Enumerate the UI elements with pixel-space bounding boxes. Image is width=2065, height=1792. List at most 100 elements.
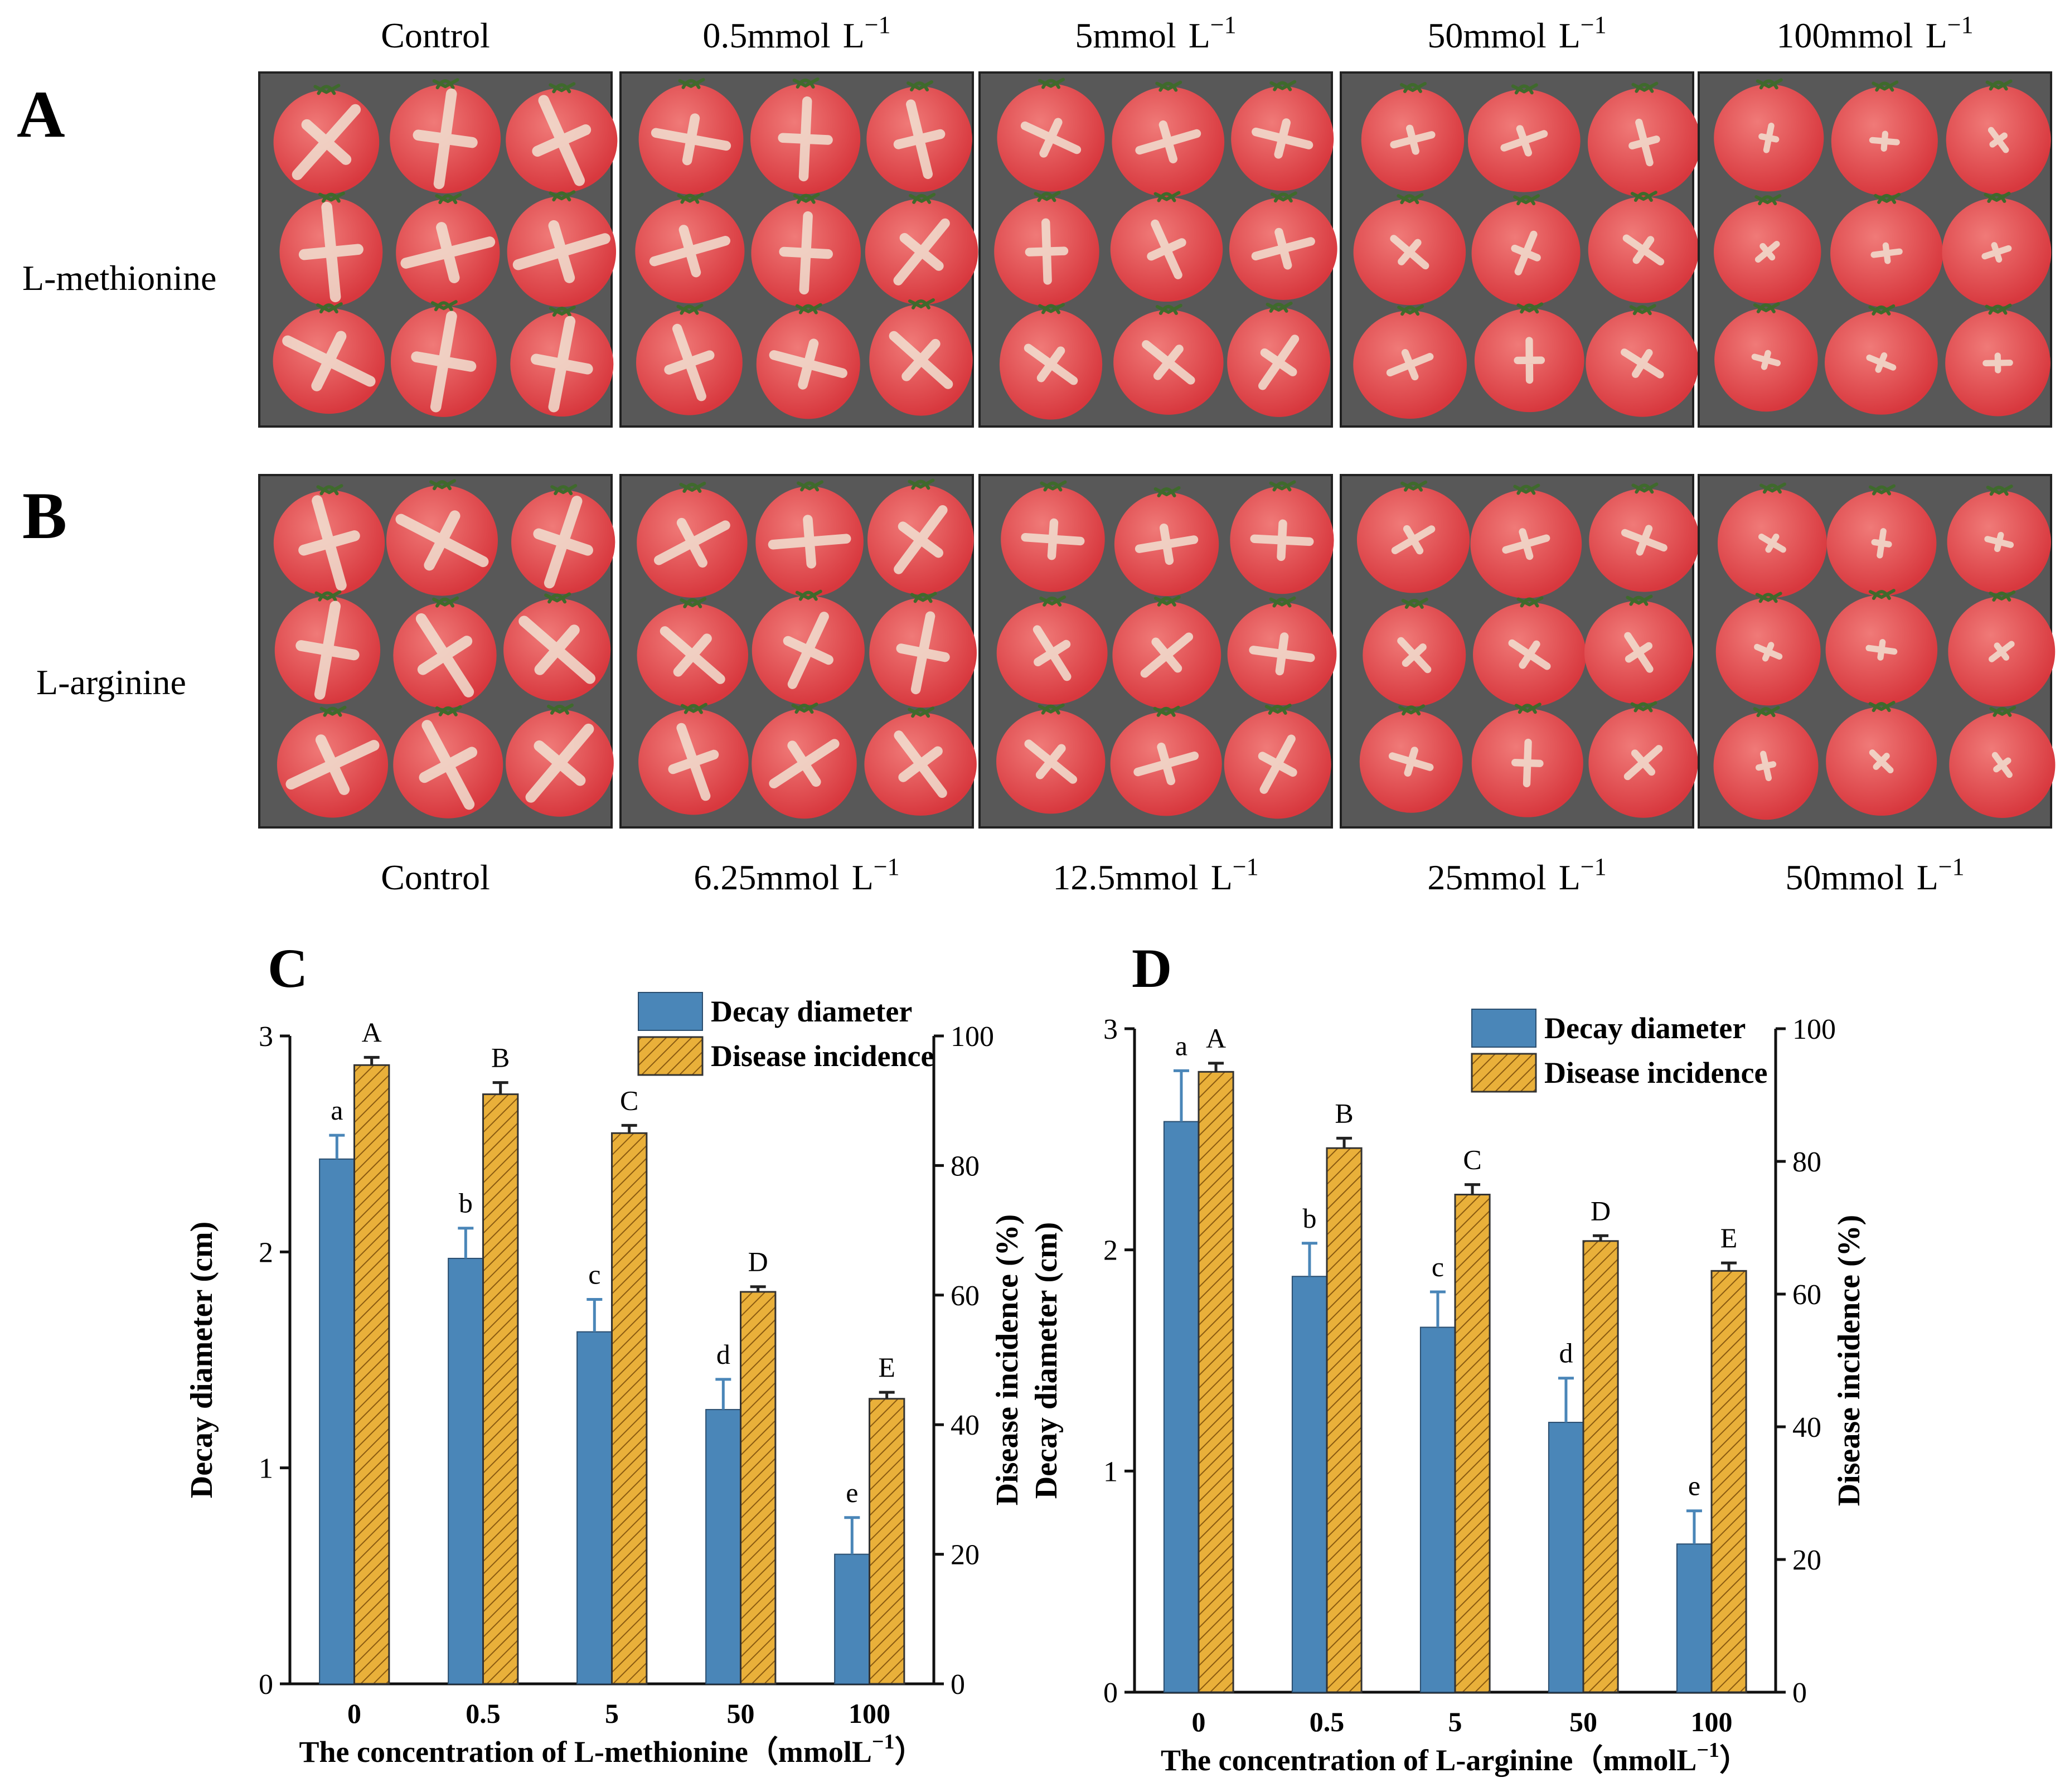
- tomato: [756, 303, 860, 419]
- bar-decay-diameter: [576, 1331, 613, 1685]
- bar-disease-incidence: [1710, 1270, 1747, 1693]
- tomato: [506, 703, 614, 817]
- stem-icon: [1040, 480, 1067, 492]
- caption-unit: L: [1926, 16, 1947, 55]
- chart-c: 0123020406080100aA0bB0.5cC5dD50eE100The …: [185, 992, 1025, 1769]
- tomato: [1588, 191, 1699, 303]
- y2-tick-label: 0: [951, 1669, 965, 1701]
- lesion-mark: [1025, 218, 1069, 285]
- lesion-mark: [1142, 340, 1195, 385]
- lesion-mark: [1140, 632, 1194, 678]
- stem-icon: [1398, 704, 1426, 716]
- y-axis-title: Decay diameter (cm): [185, 1222, 219, 1499]
- bar-disease-incidence: [353, 1064, 390, 1685]
- photo-caption: Control: [381, 858, 490, 897]
- x-tick-label: 100: [1691, 1706, 1733, 1737]
- sig-letter-decay: e: [846, 1477, 858, 1508]
- tomato: [1112, 595, 1221, 709]
- stem-icon: [678, 78, 705, 89]
- tomato: [1470, 483, 1582, 598]
- tomato: [1949, 705, 2056, 818]
- tomato: [1589, 482, 1700, 592]
- stem-icon: [1266, 301, 1293, 313]
- bar-disease-incidence: [869, 1398, 905, 1685]
- lesion-mark: [415, 613, 474, 698]
- photo-caption: 25mmol L−1: [1427, 853, 1606, 897]
- stem-icon: [313, 84, 341, 95]
- lesion-mark: [1751, 350, 1781, 370]
- lesion-mark: [769, 739, 840, 788]
- x-axis-title-close: ）: [895, 1735, 925, 1769]
- lesion-mark: [651, 113, 731, 166]
- photo-arginine-1: [619, 474, 977, 829]
- panel-label-c: C: [268, 937, 308, 999]
- sig-letter-decay: d: [1559, 1338, 1573, 1369]
- stem-icon: [791, 703, 818, 714]
- y-tick-label: 0: [1103, 1677, 1118, 1709]
- lesion-mark: [1754, 241, 1780, 263]
- x-axis-title-sup: −1: [872, 1730, 895, 1754]
- tomato: [1227, 301, 1331, 417]
- tomato: [752, 703, 857, 819]
- stem-icon: [1401, 597, 1428, 609]
- lesion-mark: [1982, 352, 2013, 374]
- x-tick-label: 5: [605, 1698, 619, 1729]
- tomato: [1110, 191, 1223, 302]
- y-tick-label: 1: [259, 1453, 273, 1485]
- lesion-mark: [395, 510, 489, 571]
- photo-arginine-4: [1698, 474, 2056, 829]
- lesion-mark: [1024, 343, 1078, 385]
- tomato: [751, 192, 861, 307]
- lesion-mark: [1988, 641, 2015, 662]
- stem-icon: [1874, 192, 1901, 204]
- stem-icon: [792, 77, 820, 89]
- caption-superscript: −1: [1947, 11, 1974, 38]
- stem-icon: [429, 479, 456, 491]
- lesion-mark: [531, 316, 593, 413]
- caption-unit: L: [843, 16, 865, 55]
- y-tick-label: 3: [259, 1021, 273, 1053]
- lesion-mark: [1758, 533, 1786, 553]
- lesion-mark: [1758, 123, 1780, 153]
- lesion-mark: [1252, 118, 1313, 159]
- tomato: [1113, 303, 1224, 415]
- lesion-mark: [1511, 230, 1541, 275]
- lesion-mark: [533, 496, 593, 589]
- lesion-mark: [298, 495, 360, 591]
- stem-icon: [435, 705, 462, 716]
- legend-swatch-decay: [1471, 1009, 1536, 1048]
- bar-decay-diameter: [1548, 1422, 1584, 1693]
- tomato: [1714, 194, 1821, 303]
- stem-icon: [1270, 191, 1297, 203]
- x-tick-label: 5: [1448, 1706, 1462, 1737]
- tomato: [869, 592, 977, 708]
- bar-disease-incidence: [1198, 1071, 1234, 1693]
- tomato: [393, 705, 503, 818]
- photo-methionine-1: [619, 71, 978, 428]
- stem-icon: [544, 592, 571, 604]
- lesion-mark: [1388, 747, 1434, 777]
- y2-tick-label: 80: [1792, 1146, 1821, 1178]
- lesion-mark: [1502, 528, 1550, 560]
- lesion-mark: [1147, 219, 1186, 279]
- tomato: [273, 84, 380, 195]
- y-axis-title: Decay diameter (cm): [1029, 1222, 1064, 1499]
- tomato: [1001, 480, 1105, 592]
- lesion-mark: [660, 626, 725, 684]
- caption-unit: L: [1559, 858, 1581, 897]
- lesion-mark: [889, 331, 953, 389]
- lesion-mark: [419, 720, 478, 810]
- stem-icon: [1516, 596, 1544, 608]
- tomato: [1227, 596, 1337, 705]
- y2-tick-label: 0: [1792, 1677, 1807, 1709]
- stem-icon: [549, 82, 576, 94]
- tomato: [1224, 703, 1331, 819]
- bar-decay-diameter: [448, 1257, 484, 1685]
- stem-icon: [680, 597, 707, 608]
- lesion-mark: [1390, 235, 1429, 270]
- sig-letter-decay: a: [331, 1094, 343, 1126]
- lesion-mark: [525, 723, 594, 803]
- sig-letter-incidence: E: [1720, 1222, 1738, 1253]
- tomato: [638, 703, 749, 815]
- stem-icon: [1754, 194, 1782, 206]
